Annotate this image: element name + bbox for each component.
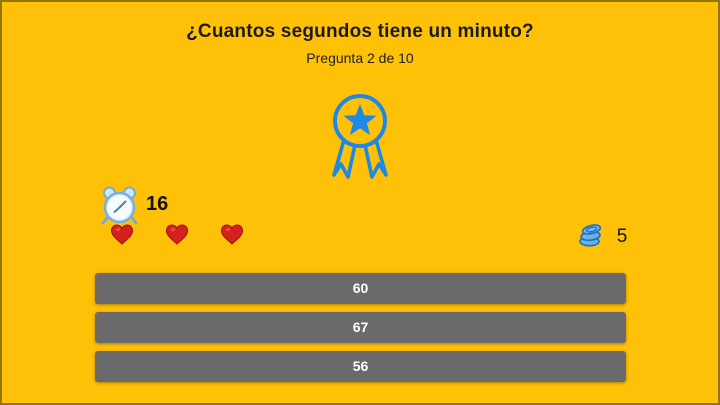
heart-icon [220,223,244,246]
answer-button-1[interactable]: 60 [95,273,626,304]
progress-label: Pregunta 2 de 10 [306,50,414,66]
heart-icon [110,223,134,246]
coins-icon [577,221,605,247]
alarm-clock-icon [99,186,140,225]
question-title: ¿Cuantos segundos tiene un minuto? [186,21,534,42]
answers-list: 60 67 56 [95,273,626,390]
lives-row [110,223,275,247]
answer-button-2[interactable]: 67 [95,312,626,343]
award-ribbon-icon [320,93,400,183]
answer-button-3[interactable]: 56 [95,351,626,382]
heart-icon [165,223,189,246]
coins-value: 5 [616,226,628,247]
timer-value: 16 [146,193,169,215]
